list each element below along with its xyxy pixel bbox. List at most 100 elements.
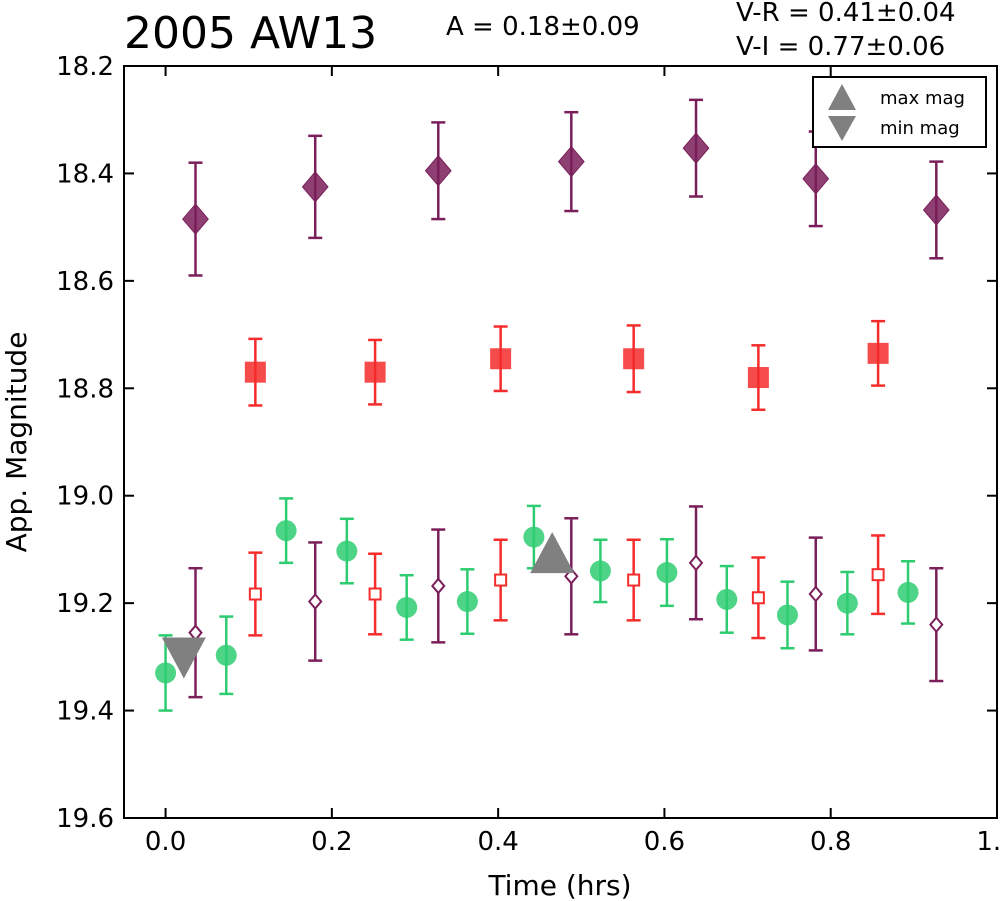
data-point xyxy=(682,98,710,198)
square-marker xyxy=(490,348,512,370)
data-point xyxy=(301,134,329,240)
data-point xyxy=(922,160,950,260)
data-point xyxy=(493,538,508,622)
v-r-color-annotation: V-R = 0.41±0.04 xyxy=(736,0,956,28)
open-square-marker xyxy=(368,587,382,601)
y-axis-label: App. Magnitude xyxy=(0,332,33,553)
data-point xyxy=(867,319,889,387)
data-point xyxy=(456,568,478,636)
max-mag-triangle xyxy=(530,532,575,574)
legend-entry-max-mag: max mag xyxy=(880,88,965,109)
data-point xyxy=(776,580,798,650)
data-point xyxy=(747,344,769,412)
y-tick-label: 18.8 xyxy=(56,374,114,404)
data-point xyxy=(490,325,512,393)
x-tick-label: 0.2 xyxy=(311,827,352,857)
data-point xyxy=(836,570,858,636)
x-tick-label: 0.4 xyxy=(477,827,518,857)
series-r_open xyxy=(248,534,886,640)
x-axis-label: Time (hrs) xyxy=(487,869,631,901)
series-max_mag xyxy=(530,532,575,574)
open-diamond-marker xyxy=(431,577,446,595)
data-point xyxy=(564,517,579,636)
data-point xyxy=(688,505,704,621)
circle-marker xyxy=(836,592,858,614)
data-marks xyxy=(155,98,950,712)
diamond-marker xyxy=(557,145,585,178)
open-diamond-marker xyxy=(929,616,944,634)
diamond-marker xyxy=(424,154,452,187)
open-square-marker xyxy=(871,568,885,582)
data-point xyxy=(557,110,585,213)
circle-marker xyxy=(776,604,798,626)
data-point xyxy=(626,538,641,622)
amplitude-annotation: A = 0.18±0.09 xyxy=(446,12,640,42)
circle-marker xyxy=(275,520,297,542)
open-diamond-marker xyxy=(564,567,579,585)
diamond-marker xyxy=(802,163,830,195)
open-diamond-marker xyxy=(688,554,704,572)
circle-marker xyxy=(897,581,919,603)
circle-marker xyxy=(215,644,237,666)
circle-marker xyxy=(523,526,545,548)
y-tick-label: 19.0 xyxy=(56,482,114,512)
series-i_filled xyxy=(182,98,950,277)
diamond-marker xyxy=(301,171,329,203)
data-point xyxy=(336,517,358,585)
circle-marker xyxy=(396,596,418,618)
y-tick-label: 19.4 xyxy=(56,697,114,727)
data-point xyxy=(656,537,678,608)
legend: max mag min mag xyxy=(812,76,987,148)
data-point xyxy=(364,338,386,406)
data-point xyxy=(530,532,575,574)
data-point xyxy=(188,566,203,699)
data-point xyxy=(161,637,206,679)
square-marker xyxy=(364,361,386,383)
circle-marker xyxy=(155,662,177,684)
open-diamond-marker xyxy=(808,585,824,603)
y-tick-label: 19.2 xyxy=(56,589,114,619)
series-r_filled xyxy=(244,319,889,412)
v-i-color-annotation: V-I = 0.77±0.06 xyxy=(736,32,946,62)
y-tick-label: 18.4 xyxy=(56,159,114,189)
data-point xyxy=(275,497,297,565)
data-point xyxy=(897,559,919,625)
data-point xyxy=(244,337,266,407)
square-marker xyxy=(867,342,889,364)
data-point xyxy=(396,573,418,641)
y-tick-label: 19.6 xyxy=(56,804,114,834)
circle-marker xyxy=(716,588,738,610)
x-tick-label: 0.8 xyxy=(810,827,851,857)
series-min_mag xyxy=(161,637,206,679)
data-point xyxy=(155,634,177,712)
min-mag-triangle xyxy=(161,637,206,679)
circle-marker xyxy=(656,562,678,584)
data-point xyxy=(182,161,209,277)
open-diamond-marker xyxy=(307,592,323,611)
square-marker xyxy=(747,367,769,389)
data-point xyxy=(307,541,323,662)
open-square-marker xyxy=(494,573,508,587)
data-point xyxy=(802,130,830,228)
x-tick-label: 0.6 xyxy=(644,827,685,857)
data-point xyxy=(215,615,237,696)
data-point xyxy=(871,534,886,616)
data-point xyxy=(589,538,611,604)
data-point xyxy=(751,556,766,640)
axes-frame xyxy=(123,65,998,819)
data-point xyxy=(431,528,446,644)
chart-title: 2005 AW13 xyxy=(124,8,378,59)
y-tick-label: 18.2 xyxy=(56,52,114,82)
series-i_open xyxy=(188,505,944,699)
open-square-marker xyxy=(627,573,641,587)
series-v_filled xyxy=(155,497,919,712)
y-tick-label: 18.6 xyxy=(56,267,114,297)
circle-marker xyxy=(456,591,478,613)
open-square-marker xyxy=(248,587,262,601)
diamond-marker xyxy=(922,194,950,226)
data-point xyxy=(368,552,383,636)
data-point xyxy=(248,551,263,637)
legend-min-mag-icon xyxy=(828,116,856,141)
